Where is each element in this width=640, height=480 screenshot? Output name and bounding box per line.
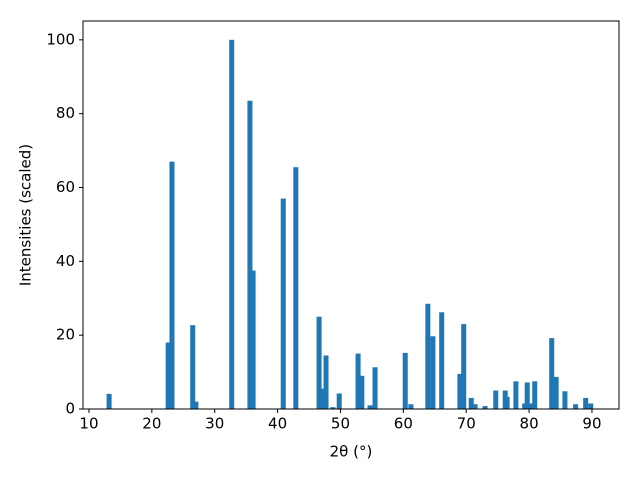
bar: [461, 324, 467, 409]
y-tick-label: 60: [56, 178, 75, 196]
bar: [583, 397, 589, 409]
bar: [359, 375, 365, 409]
y-tick-label: 0: [65, 400, 75, 418]
bar: [472, 404, 478, 409]
bar: [367, 405, 373, 409]
bar: [106, 393, 112, 409]
bar: [468, 397, 474, 409]
bar: [408, 404, 414, 409]
bar: [280, 198, 286, 409]
bar: [457, 373, 463, 409]
bar: [330, 407, 336, 409]
x-tick-label: 90: [582, 415, 601, 433]
bar: [439, 312, 445, 409]
bar: [504, 396, 510, 409]
bar: [528, 403, 534, 409]
bar: [250, 270, 256, 409]
y-tick-label: 20: [56, 326, 75, 344]
x-tick-label: 70: [457, 415, 476, 433]
bar: [247, 100, 253, 409]
bar: [562, 391, 568, 409]
bar: [316, 316, 322, 409]
bar: [532, 381, 538, 409]
x-axis-label: 2θ (°): [330, 443, 373, 461]
bar: [402, 352, 408, 409]
bar: [229, 39, 235, 409]
x-tick-label: 20: [142, 415, 161, 433]
x-tick-label: 10: [79, 415, 98, 433]
x-tick-label: 80: [520, 415, 539, 433]
x-tick-label: 30: [205, 415, 224, 433]
x-tick-label: 50: [331, 415, 350, 433]
bar: [549, 338, 555, 409]
bar: [513, 381, 519, 409]
y-tick-label: 100: [46, 30, 75, 48]
plot-frame: [82, 20, 620, 410]
bar: [320, 388, 326, 409]
bar: [482, 406, 488, 409]
bar: [293, 167, 299, 409]
y-axis-label: Intensities (scaled): [17, 144, 35, 286]
y-tick-label: 80: [56, 104, 75, 122]
bar: [425, 303, 431, 409]
bar: [190, 325, 196, 409]
bar: [588, 403, 594, 409]
bar: [573, 404, 579, 409]
bar: [169, 161, 175, 409]
bar: [553, 376, 559, 409]
bar: [355, 353, 361, 409]
x-tick-label: 60: [394, 415, 413, 433]
bar: [372, 367, 378, 409]
bar: [493, 390, 499, 409]
bar: [524, 382, 530, 409]
bar: [193, 401, 199, 409]
y-tick-label: 40: [56, 252, 75, 270]
bar: [336, 393, 342, 409]
bar: [323, 355, 329, 409]
bar: [165, 342, 171, 409]
bar: [430, 336, 436, 409]
x-tick-label: 40: [268, 415, 287, 433]
